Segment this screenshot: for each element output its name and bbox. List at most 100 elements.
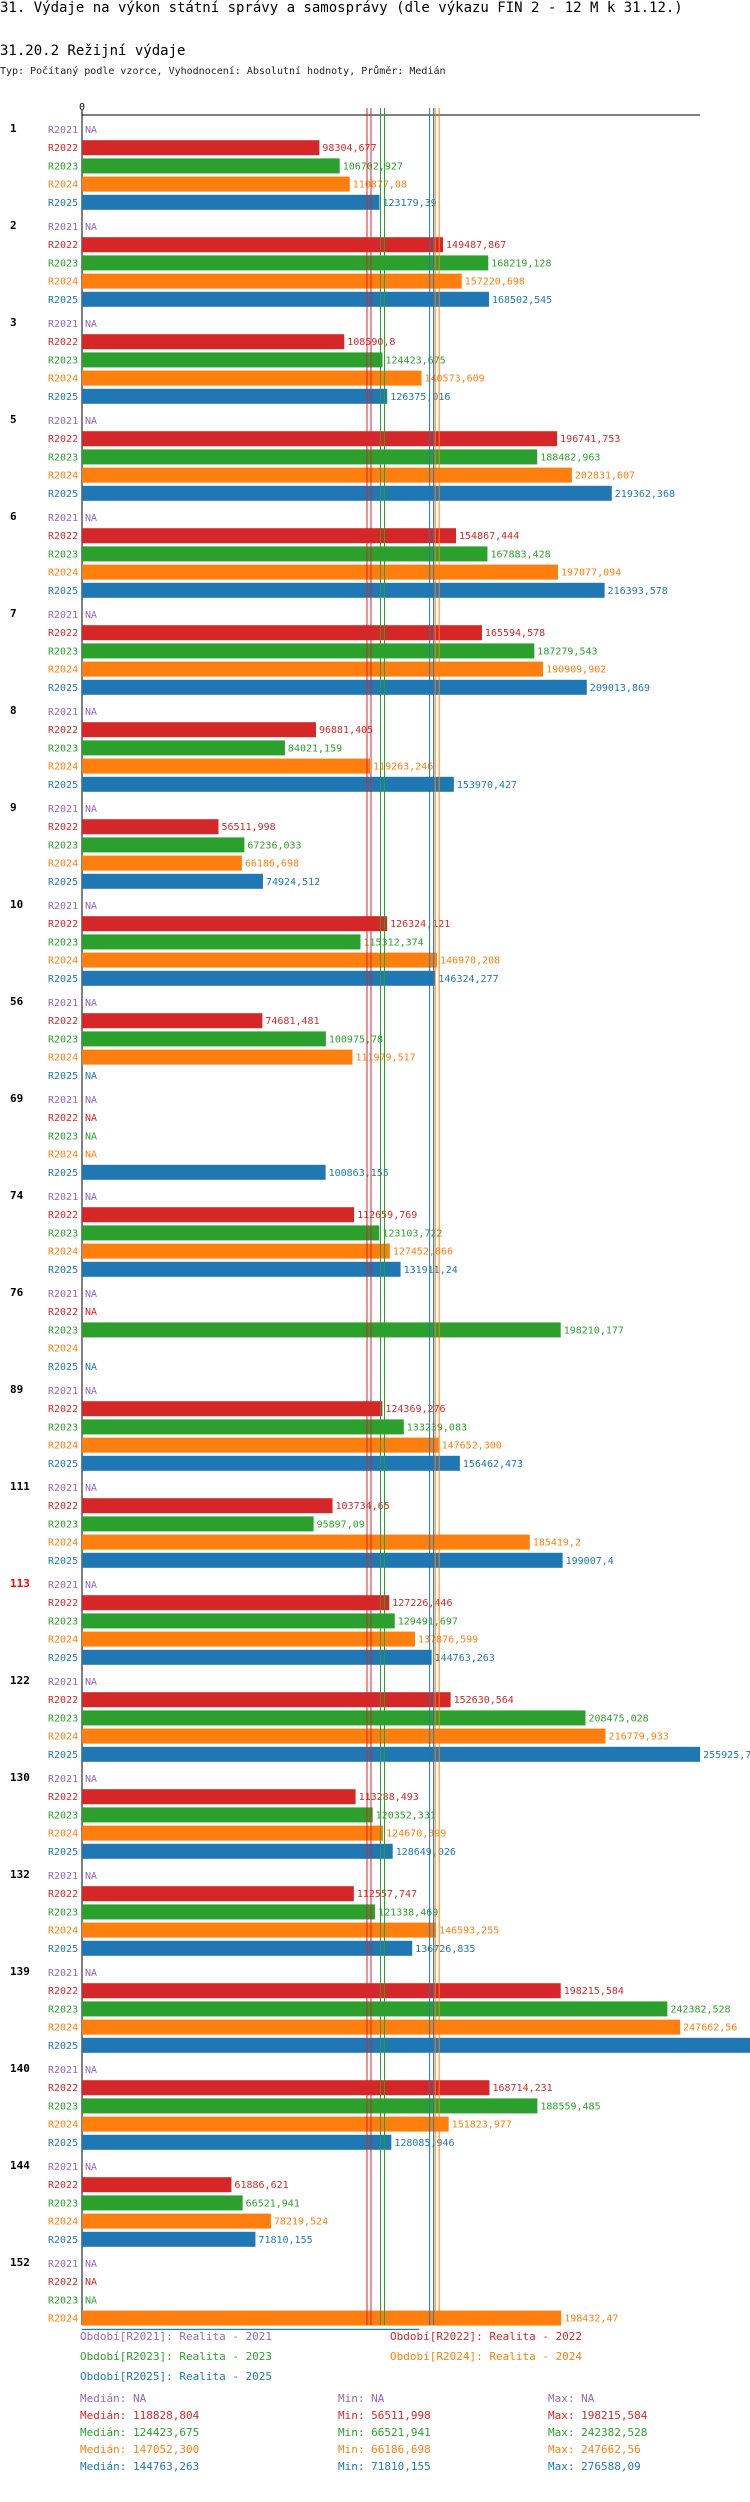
series-label: R2021 bbox=[48, 901, 78, 912]
bar bbox=[82, 1419, 404, 1435]
legend-item: Období[R2022]: Realita - 2022 bbox=[390, 2330, 583, 2343]
data-label: 168714,231 bbox=[492, 2083, 552, 2094]
legend-item: Období[R2024]: Realita - 2024 bbox=[390, 2350, 583, 2363]
data-label: NA bbox=[85, 1580, 97, 1591]
data-label: 137876,599 bbox=[418, 1635, 478, 1646]
data-label: 242382,528 bbox=[670, 2004, 730, 2015]
bar bbox=[82, 1261, 401, 1277]
group-label: 6 bbox=[10, 510, 17, 523]
group-label: 130 bbox=[10, 1771, 30, 1784]
series-label: R2021 bbox=[48, 804, 78, 815]
data-label: 185419,2 bbox=[533, 1538, 581, 1549]
series-label: R2022 bbox=[48, 1210, 78, 1221]
bar bbox=[82, 970, 436, 986]
series-label: R2023 bbox=[48, 937, 78, 948]
data-label: 187279,543 bbox=[537, 646, 597, 657]
bar bbox=[82, 1552, 563, 1568]
series-label: R2024 bbox=[48, 1829, 78, 1840]
series-label: R2021 bbox=[48, 125, 78, 136]
bar bbox=[82, 485, 612, 501]
series-label: R2023 bbox=[48, 549, 78, 560]
series-label: R2023 bbox=[48, 1907, 78, 1918]
group-label: 132 bbox=[10, 1868, 30, 1881]
group-label: 10 bbox=[10, 898, 23, 911]
series-label: R2021 bbox=[48, 610, 78, 621]
bar bbox=[82, 679, 587, 695]
data-label: NA bbox=[85, 1289, 97, 1300]
bar bbox=[82, 1649, 432, 1665]
bar-chart: 0 1 R2021 NA R2022 98304,677 R2023 106702,927 R2… bbox=[10, 102, 750, 2330]
series-label: R2022 bbox=[48, 919, 78, 930]
data-label: 123179,39 bbox=[382, 198, 436, 209]
bar bbox=[82, 758, 371, 774]
series-label: R2025 bbox=[48, 1847, 78, 1858]
series-label: R2023 bbox=[48, 1325, 78, 1336]
series-label: R2024 bbox=[48, 568, 78, 579]
data-label: 133239,083 bbox=[407, 1422, 467, 1433]
data-label: 209013,869 bbox=[590, 683, 650, 694]
bar bbox=[82, 176, 350, 192]
bar bbox=[82, 2195, 243, 2211]
data-label: NA bbox=[85, 125, 97, 136]
data-label: 61886,621 bbox=[234, 2180, 288, 2191]
series-label: R2024 bbox=[48, 277, 78, 288]
series-label: R2021 bbox=[48, 2065, 78, 2076]
series-label: R2025 bbox=[48, 1653, 78, 1664]
bar bbox=[82, 1225, 380, 1241]
data-label: 144763,263 bbox=[435, 1653, 495, 1664]
series-label: R2023 bbox=[48, 1228, 78, 1239]
group-label: 1 bbox=[10, 122, 17, 135]
series-label: R2024 bbox=[48, 2023, 78, 2034]
series-label: R2024 bbox=[48, 859, 78, 870]
group-label: 3 bbox=[10, 316, 17, 329]
stat-median: Medián: 124423,675 bbox=[80, 2426, 200, 2439]
stat-min: Min: 66186,698 bbox=[338, 2443, 431, 2456]
stat-min: Min: 66521,941 bbox=[338, 2426, 431, 2439]
series-label: R2025 bbox=[48, 295, 78, 306]
data-label: 190909,902 bbox=[546, 665, 606, 676]
bar bbox=[82, 1940, 413, 1956]
stat-max: Max: 198215,584 bbox=[548, 2409, 648, 2422]
bar bbox=[82, 1692, 451, 1708]
bar bbox=[82, 352, 383, 368]
stat-min: Min: 56511,998 bbox=[338, 2409, 431, 2422]
bar bbox=[82, 1437, 439, 1453]
data-label: NA bbox=[85, 513, 97, 524]
series-label: R2024 bbox=[48, 1926, 78, 1937]
bar bbox=[82, 1455, 460, 1471]
data-label: NA bbox=[85, 1362, 97, 1373]
series-label: R2024 bbox=[48, 665, 78, 676]
group-label: 144 bbox=[10, 2159, 30, 2172]
series-label: R2023 bbox=[48, 2198, 78, 2209]
series-label: R2023 bbox=[48, 2295, 78, 2306]
bar bbox=[82, 1807, 373, 1823]
data-label: 202831,607 bbox=[575, 471, 635, 482]
series-label: R2021 bbox=[48, 1871, 78, 1882]
data-label: 247662,56 bbox=[683, 2023, 737, 2034]
data-label: 66521,941 bbox=[246, 2198, 300, 2209]
series-label: R2021 bbox=[48, 1580, 78, 1591]
series-label: R2021 bbox=[48, 2259, 78, 2270]
bar bbox=[82, 158, 340, 174]
data-label: 146324,277 bbox=[438, 974, 498, 985]
bar bbox=[82, 1613, 395, 1629]
series-label: R2021 bbox=[48, 707, 78, 718]
data-label: 66186,698 bbox=[245, 859, 299, 870]
bar bbox=[82, 2098, 538, 2114]
series-label: R2024 bbox=[48, 180, 78, 191]
bar bbox=[82, 1164, 326, 1180]
series-label: R2022 bbox=[48, 1501, 78, 1512]
data-label: 84021,159 bbox=[288, 743, 342, 754]
data-label: 126324,121 bbox=[390, 919, 450, 930]
data-label: 146593,255 bbox=[439, 1926, 499, 1937]
data-label: 199007,4 bbox=[566, 1556, 614, 1567]
group-label: 122 bbox=[10, 1674, 30, 1687]
series-label: R2023 bbox=[48, 1810, 78, 1821]
series-label: R2025 bbox=[48, 2041, 78, 2052]
series-label: R2025 bbox=[48, 1362, 78, 1373]
series-label: R2025 bbox=[48, 1750, 78, 1761]
data-label: 151823,977 bbox=[452, 2120, 512, 2131]
bar bbox=[82, 1207, 355, 1223]
data-label: 126375,016 bbox=[390, 392, 450, 403]
data-label: 216393,578 bbox=[608, 586, 668, 597]
